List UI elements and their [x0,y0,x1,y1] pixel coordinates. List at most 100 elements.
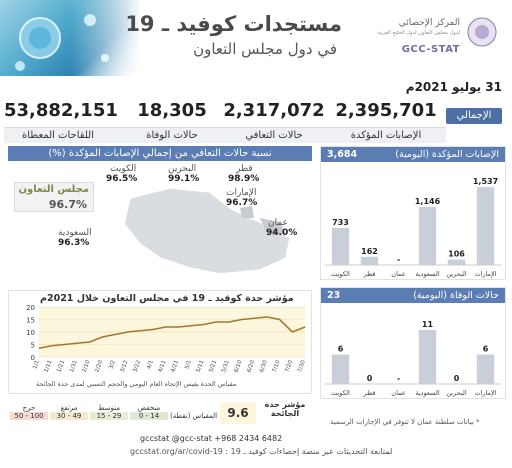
trend-x-tick: 6/10 [234,359,244,373]
trend-x-tick: 3/2 [108,360,117,370]
cases-bar [447,259,466,265]
trend-x-tick: 2/10 [82,359,92,373]
trend-series-line [38,316,306,350]
gcc-map [123,187,291,275]
trend-x-tick: 4/1 [146,360,155,370]
trend-x-tick: 7/20 [284,359,294,373]
severity-trend-title: مؤشر حدة كوفيد ـ 19 في مجلس التعاون خلال… [40,293,294,304]
cases-value-label: - [397,255,400,264]
logo-arabic-subname: لدول مجلس التعاون لدول الخليج العربية [377,30,460,36]
daily-cases-title: الإصابات المؤكدة (اليومية) [395,149,499,160]
vaccines-label: اللقاحات المعطاة [4,127,112,143]
cases-value-label: 162 [361,247,378,256]
legend-low: منخفض 0 - 14 [130,404,168,424]
gcc-value: 96.7% [48,198,87,211]
country-value-bahrain: 99.1% [168,174,200,184]
page-subtitle: في دول مجلس التعاون [193,40,337,58]
daily-cases-total: 3,684 [327,149,358,160]
cases-value-label: 106 [448,250,465,259]
recovered-label: حالات التعافي [214,127,334,143]
trend-x-tick: 1/21 [56,360,66,374]
confirmed-label: الإصابات المؤكدة [326,127,446,143]
country-value-qatar: 98.9% [228,174,260,184]
country-label-bahrain: البحرين [168,164,197,174]
totals-row: الإجمالي 2,395,701 الإصابات المؤكدة 2,31… [0,100,512,146]
daily-deaths-title-bar: حالات الوفاة (اليومية) 23 [321,288,505,303]
trend-y-tick: 0 [31,354,35,362]
deaths-total: 18,305 [137,100,207,121]
trend-y-tick: 5 [31,342,35,350]
severity-trend-panel: 0 5 10 15 20 1/1 1/11 1/21 1/31 2/10 2/20 3/2 3/12 3/… [8,290,312,394]
trend-x-tick: 4/11 [158,360,168,374]
total-badge: الإجمالي [446,108,502,124]
trend-x-tick: 7/10 [272,359,282,373]
trend-y-tick: 10 [26,329,35,337]
page-title: مستجدات كوفيد ـ 19 [125,12,342,36]
oman-note: * بيانات سلطنة عمان لا تتوفر في الإجازات… [330,418,480,426]
deaths-category-label: الإمارات [474,389,496,397]
deaths-category-label: قطر [362,389,375,397]
cases-category-label: الإمارات [474,270,496,278]
report-date: 31 يوليو 2021م [405,80,502,94]
cases-bar [360,256,379,265]
daily-deaths-total: 23 [327,290,341,301]
trend-x-tick: 6/30 [259,359,269,373]
deaths-bar [331,354,350,384]
deaths-value-label: 11 [422,320,434,329]
trend-x-tick: 1/31 [69,360,79,374]
recovery-map-title: نسبة حالات التعافي من إجمالي الإصابات ال… [8,146,312,161]
severity-legend: حرج 50 - 100 مرتفع 30 - 49 متوسط 15 - 29 من… [8,396,312,428]
deaths-bar [418,329,437,384]
country-value-oman: 94.0% [266,228,298,238]
recovered-total: 2,317,072 [223,100,325,121]
scale-label: المقياس (نقطة) [170,412,218,420]
severity-trend-chart: 0 5 10 15 20 1/1 1/11 1/21 1/31 2/10 2/20 3/2 3/12 3/… [26,304,307,374]
legend-high: مرتفع 30 - 49 [50,404,88,424]
deaths-category-label: البحرين [446,389,466,397]
trend-x-tick: 1/11 [44,360,54,374]
gcc-recovery-box: مجلس التعاون 96.7% [14,182,94,212]
trend-x-tick: 1/1 [32,360,41,370]
daily-cases-title-bar: الإصابات المؤكدة (اليومية) 3,684 [321,147,505,162]
gcc-stat-logo-icon [467,17,497,47]
deaths-value-label: 6 [483,345,489,354]
country-value-uae: 96.7% [226,198,258,208]
trend-x-tick: 5/11 [196,360,206,374]
daily-deaths-panel: حالات الوفاة (اليومية) 23 6 الكويت 0 قطر - عم… [320,287,506,399]
deaths-value-label: 0 [454,374,460,383]
cases-category-label: البحرين [446,270,466,278]
trend-x-tick: 2/20 [94,359,104,373]
country-label-qatar: قطر [236,164,253,174]
country-label-uae: الإمارات [226,188,257,198]
trend-y-tick: 15 [26,317,35,325]
header: مستجدات كوفيد ـ 19 في دول مجلس التعاون ا… [0,0,512,76]
cases-category-label: قطر [362,270,375,278]
severity-indicator-value: 9.6 [220,402,256,424]
legend-critical: حرج 50 - 100 [10,404,48,424]
country-label-kuwait: الكويت [110,164,137,174]
cases-category-label: عمان [391,270,406,278]
footer-contacts[interactable]: gccstat @gcc-stat +968 2434 6482 [140,434,283,443]
logo-arabic-name: المركز الإحصائي [398,18,460,28]
deaths-label: حالات الوفاة [112,127,232,143]
trend-x-tick: 3/12 [120,360,130,374]
logo-english-name: GCC-STAT [401,44,460,55]
cases-value-label: 1,537 [473,177,498,186]
daily-deaths-chart: 6 الكويت 0 قطر - عمان 11 السعودية 0 البحرين 6 الإما… [325,320,501,397]
severity-note: مقياس الحدة يقيس الإتجاه العام اليومي وا… [36,380,237,388]
legend-medium: متوسط 15 - 29 [90,404,128,424]
severity-indicator-label: مؤشر حدة الجائحة [264,400,306,418]
deaths-value-label: - [397,374,400,383]
deaths-category-label: الكويت [331,389,350,397]
deaths-category-label: السعودية [415,389,439,397]
trend-x-tick: 5/1 [184,360,193,370]
trend-x-tick: 4/21 [170,360,180,374]
confirmed-total: 2,395,701 [335,100,437,121]
trend-x-tick: 6/20 [246,359,256,373]
footer-platform-link[interactable]: لمتابعة التحديثات عبر منصة إحصاءات كوفيد… [130,447,393,456]
country-label-oman: عمان [268,218,288,228]
gcc-label: مجلس التعاون [18,184,89,195]
daily-deaths-title: حالات الوفاة (اليومية) [413,290,499,301]
cases-category-label: السعودية [415,270,439,278]
virus-hero-image [0,0,140,76]
